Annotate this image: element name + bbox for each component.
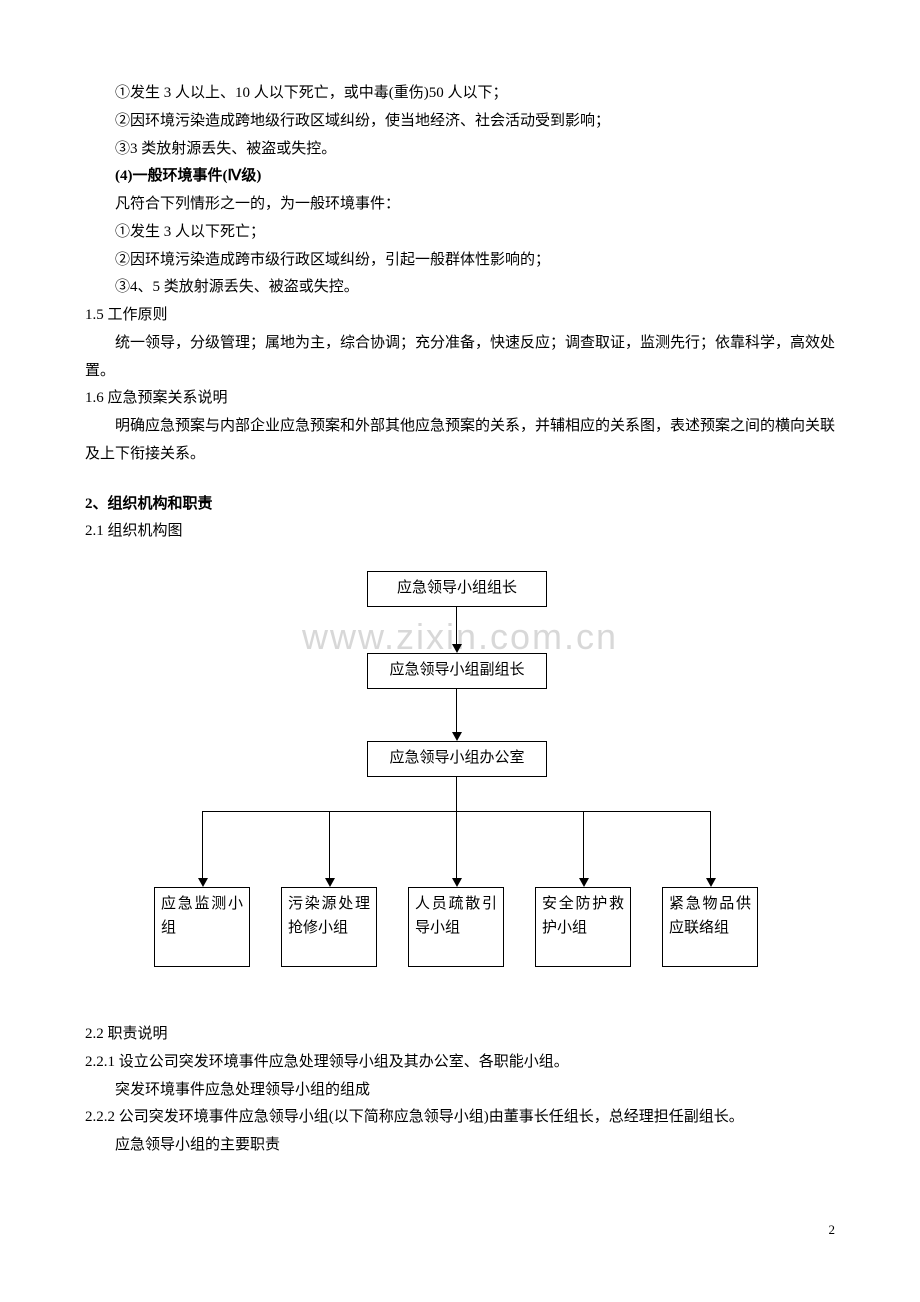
- heading-1-6: 1.6 应急预案关系说明: [85, 385, 835, 413]
- arrow-icon: [452, 878, 462, 887]
- page-number: 2: [829, 1218, 836, 1242]
- heading-1-5: 1.5 工作原则: [85, 302, 835, 330]
- body-text: ③3 类放射源丢失、被盗或失控。: [85, 136, 835, 164]
- connector-line: [456, 607, 457, 644]
- org-node-deputy: 应急领导小组副组长: [367, 653, 547, 689]
- org-node-leaf: 应急监测小组: [154, 887, 250, 967]
- arrow-icon: [579, 878, 589, 887]
- body-text: ①发生 3 人以上、10 人以下死亡，或中毒(重伤)50 人以下；: [85, 80, 835, 108]
- connector-line: [456, 777, 457, 811]
- connector-line: [583, 811, 584, 878]
- body-text: ②因环境污染造成跨地级行政区域纠纷，使当地经济、社会活动受到影响；: [85, 108, 835, 136]
- org-node-leaf: 人员疏散引导小组: [408, 887, 504, 967]
- org-node-leader: 应急领导小组组长: [367, 571, 547, 607]
- body-text: 凡符合下列情形之一的，为一般环境事件：: [85, 191, 835, 219]
- arrow-icon: [452, 644, 462, 653]
- body-text: ③4、5 类放射源丢失、被盗或失控。: [85, 274, 835, 302]
- body-text: ①发生 3 人以下死亡；: [85, 219, 835, 247]
- body-text: ②因环境污染造成跨市级行政区域纠纷，引起一般群体性影响的；: [85, 247, 835, 275]
- arrow-icon: [325, 878, 335, 887]
- body-text: 2.2.1 设立公司突发环境事件应急处理领导小组及其办公室、各职能小组。: [85, 1049, 835, 1077]
- org-chart: 应急领导小组组长 应急领导小组副组长 应急领导小组办公室 应急监测小组 污染源处…: [135, 571, 785, 1021]
- body-text: 突发环境事件应急处理领导小组的组成: [85, 1077, 835, 1105]
- connector-line: [329, 811, 330, 878]
- org-node-leaf: 紧急物品供应联络组: [662, 887, 758, 967]
- arrow-icon: [452, 732, 462, 741]
- arrow-icon: [198, 878, 208, 887]
- body-text: 明确应急预案与内部企业应急预案和外部其他应急预案的关系，并辅相应的关系图，表述预…: [85, 413, 835, 469]
- org-node-leaf: 污染源处理抢修小组: [281, 887, 377, 967]
- heading-2-1: 2.1 组织机构图: [85, 518, 835, 546]
- body-text: 统一领导，分级管理；属地为主，综合协调；充分准备，快速反应；调查取证，监测先行；…: [85, 330, 835, 386]
- connector-line: [456, 689, 457, 732]
- connector-line: [456, 811, 457, 878]
- org-node-leaf: 安全防护救护小组: [535, 887, 631, 967]
- heading-2: 2、组织机构和职责: [85, 491, 835, 519]
- body-text-bold: (4)一般环境事件(Ⅳ级): [85, 163, 835, 191]
- heading-2-2: 2.2 职责说明: [85, 1021, 835, 1049]
- connector-line: [202, 811, 203, 878]
- arrow-icon: [706, 878, 716, 887]
- org-node-office: 应急领导小组办公室: [367, 741, 547, 777]
- body-text: 2.2.2 公司突发环境事件应急领导小组(以下简称应急领导小组)由董事长任组长，…: [85, 1104, 835, 1132]
- connector-line: [710, 811, 711, 878]
- body-text: 应急领导小组的主要职责: [85, 1132, 835, 1160]
